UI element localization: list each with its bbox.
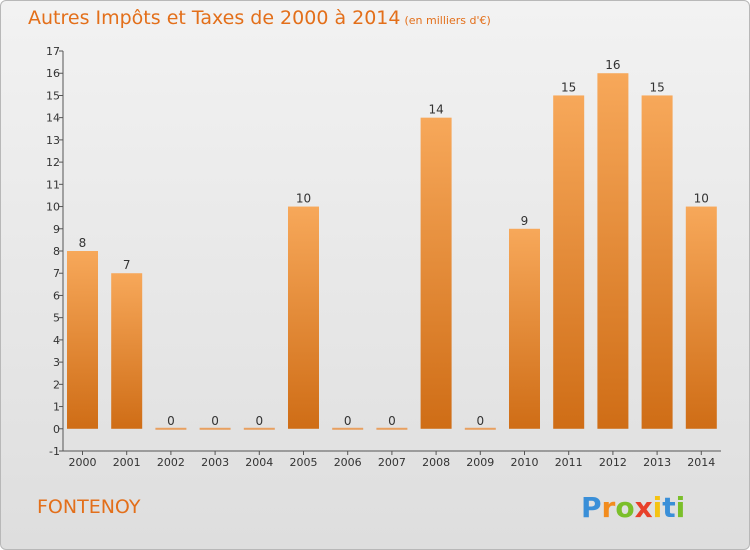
data-label: 16 [605,58,620,72]
bar [597,73,629,429]
y-tick-label: 0 [53,423,60,436]
y-tick-label: 3 [53,356,60,369]
y-tick-label: 6 [53,289,60,302]
x-tick-label: 2012 [599,456,627,469]
data-label: 10 [296,192,311,206]
bar [67,251,98,429]
bar [509,228,540,429]
x-tick-label: 2005 [290,456,318,469]
bar [111,273,143,429]
logo-letter: i [675,491,686,524]
y-tick-label: 7 [53,267,60,280]
x-tick-label: 2001 [113,456,141,469]
y-tick-label: 11 [46,178,60,191]
data-label: 0 [255,414,263,428]
y-tick-label: 16 [46,67,60,80]
bar [464,427,496,430]
logo-letter: P [581,491,602,524]
y-tick-label: 4 [53,334,60,347]
place-name: FONTENOY [37,496,141,518]
data-labels: 8 7 0 0 0 10 0 0 14 0 9 15 16 15 10 [79,58,709,428]
x-tick-label: 2006 [334,456,362,469]
y-tick-label: 1 [53,401,60,414]
y-tick-label: 5 [53,312,60,325]
x-tick-label: 2010 [511,456,539,469]
data-label: 0 [344,414,352,428]
y-tick-label: 2 [53,378,60,391]
x-tick-label: 2009 [466,456,494,469]
logo-letter: x [634,491,653,524]
x-tick-label: 2011 [555,456,583,469]
data-label: 0 [211,414,219,428]
bar [376,427,408,430]
logo-letter: r [601,491,616,524]
bars [67,73,717,430]
y-tick-label: 10 [46,201,60,214]
data-label: 15 [561,80,576,94]
chart-title-unit: (en milliers d'€) [404,14,491,27]
data-label: 15 [649,80,664,94]
x-tick-label: 2014 [687,456,715,469]
bar [332,427,364,430]
data-label: 10 [694,192,709,206]
bar [288,206,319,429]
logo-letter: i [652,491,663,524]
bar [685,206,717,429]
y-tick-label: 9 [53,223,60,236]
bar [155,427,187,430]
data-label: 7 [123,258,131,272]
y-tick-label: -1 [49,445,60,458]
x-tick-label: 2003 [201,456,229,469]
y-tick-label: 13 [46,134,60,147]
data-label: 14 [428,103,443,117]
logo-letter: t [662,491,676,524]
x-tick-label: 2013 [643,456,671,469]
data-label: 9 [521,214,529,228]
data-label: 8 [79,236,87,250]
x-tick-label: 2008 [422,456,450,469]
y-tick-label: 8 [53,245,60,258]
bar [553,95,585,429]
x-tick-label: 2007 [378,456,406,469]
y-tick-label: 14 [46,112,60,125]
bar [641,95,673,429]
y-tick-label: 12 [46,156,60,169]
y-tick-label: 17 [46,45,60,58]
y-tick-label: 15 [46,89,60,102]
chart-title-text: Autres Impôts et Taxes de 2000 à 2014 [28,7,401,29]
bar [420,117,452,429]
data-label: 0 [167,414,175,428]
chart-title: Autres Impôts et Taxes de 2000 à 2014 (en… [28,7,491,29]
logo-letter: o [615,491,635,524]
proxiti-logo: Proxiti [581,491,685,524]
bar [243,427,275,430]
x-tick-label: 2004 [245,456,273,469]
data-label: 0 [388,414,396,428]
data-label: 0 [476,414,484,428]
x-tick-label: 2002 [157,456,185,469]
x-tick-label: 2000 [69,456,97,469]
bar [199,427,231,430]
